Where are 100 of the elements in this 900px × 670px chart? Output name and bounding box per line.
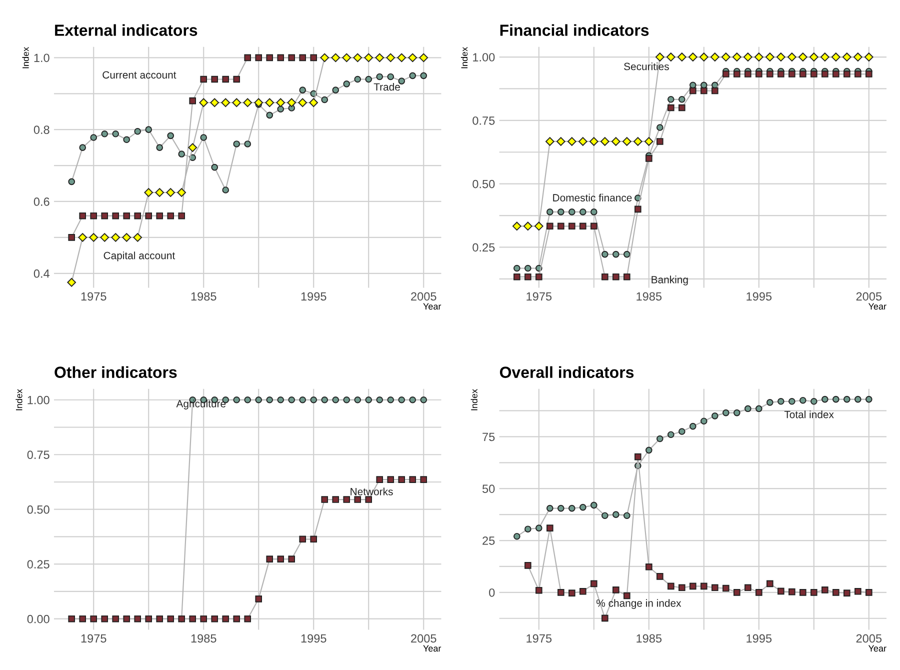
point [111,233,120,242]
point [144,188,154,197]
annotation: Networks [350,488,393,496]
point [244,54,252,62]
point [656,573,664,580]
point [409,476,416,483]
annotation: % change in index [596,599,682,609]
point [156,212,164,220]
point [288,396,296,404]
point [866,70,872,78]
point [332,396,340,404]
point [722,409,730,416]
point [365,496,372,503]
point [798,52,808,62]
point [721,52,730,62]
point [535,273,542,280]
x-tick-label: 1995 [746,634,772,643]
point [799,70,806,78]
point [254,98,264,108]
point [321,496,328,503]
point [656,124,664,131]
point [68,615,75,622]
point [67,278,76,287]
point [222,186,230,194]
point [799,396,806,404]
point [623,512,630,519]
y-tick-label: 25 [482,536,495,545]
point [343,496,350,503]
point [766,70,774,78]
point [711,584,718,592]
point [667,431,674,438]
point [277,106,284,112]
annotation: Securities [624,62,669,70]
y-tick-label: 1.00 [28,396,50,404]
point [387,396,394,404]
point [189,97,196,104]
point [854,70,862,78]
point [354,76,362,83]
annotation: Domestic finance [553,194,632,202]
point [765,52,774,62]
point [733,70,740,78]
point [601,512,608,519]
point [112,212,120,220]
point [513,273,520,280]
point [79,144,86,151]
chart-title: Financial indicators [500,24,649,36]
point [743,52,752,62]
point [843,70,850,78]
point [167,132,174,140]
point [156,615,164,622]
point [211,76,218,83]
point [376,396,384,404]
annotation: Banking [652,276,688,286]
point [678,104,686,112]
point [299,396,306,404]
point [667,104,674,112]
x-tick-label: 1985 [636,634,662,643]
x-axis-title: Year [423,303,442,310]
point [854,588,862,595]
point [678,428,686,435]
point [744,584,752,592]
point [832,589,840,596]
point [244,615,252,622]
point [420,396,428,404]
point [788,70,796,78]
point [700,87,708,94]
point [244,396,252,404]
point [419,53,428,62]
point [354,396,362,404]
point [233,615,240,622]
point [123,212,130,220]
point [634,453,642,460]
point [222,615,230,622]
point [244,140,252,148]
y-tick-label: 1.0 [34,54,50,62]
point [365,76,372,83]
point [299,536,306,543]
x-tick-label: 1985 [636,292,662,301]
point [513,264,520,272]
point [832,396,840,403]
point [820,52,830,62]
point [611,137,620,146]
point [842,52,852,62]
point [398,78,406,84]
point [667,582,674,590]
point [612,250,620,258]
point [310,396,318,404]
point [788,398,796,405]
point [578,137,588,146]
point [534,222,544,231]
point [589,137,598,146]
point [512,222,522,231]
point [276,98,286,108]
x-tick-label: 2005 [411,292,436,301]
point [167,615,174,622]
point [787,52,796,62]
point [755,70,762,78]
point [398,396,406,404]
x-tick-label: 1985 [191,292,216,301]
point [678,584,686,592]
